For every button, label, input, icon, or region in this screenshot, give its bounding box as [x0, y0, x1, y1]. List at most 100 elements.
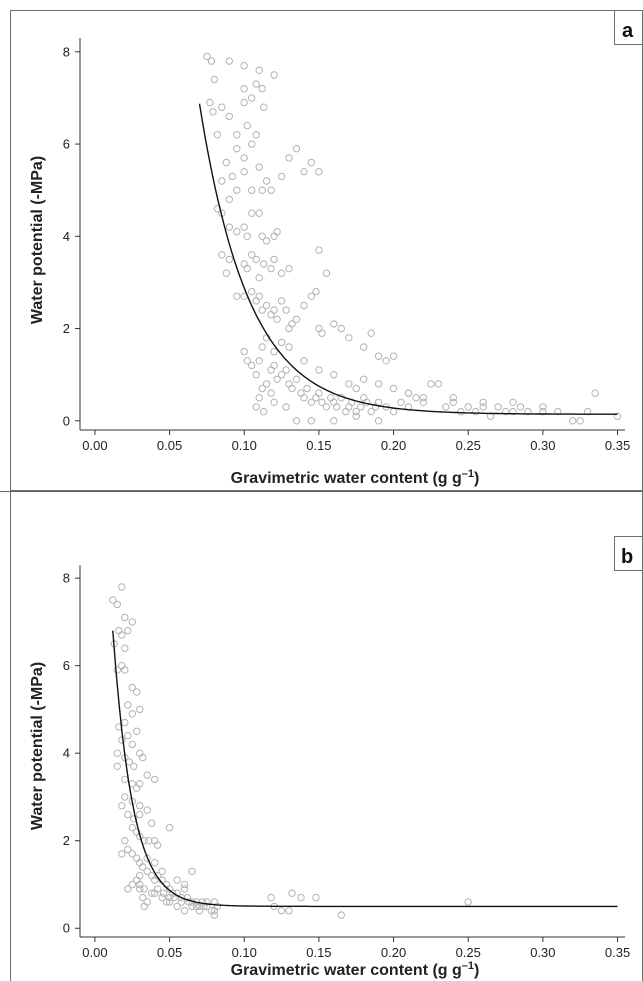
panel-b-data-point — [118, 736, 126, 744]
panel-a-data-point — [509, 407, 517, 416]
panel-a-data-point — [345, 334, 353, 342]
panel-b-data-point — [180, 907, 189, 915]
panel-a-data-point — [267, 311, 275, 319]
panel-b-data-point — [158, 867, 166, 876]
panel-a-data-point — [300, 357, 308, 365]
panel-a-data-point — [367, 407, 375, 416]
panel-a-data-point — [360, 343, 368, 351]
panel-b-data-point — [121, 793, 129, 801]
panel-b-data-point — [118, 850, 126, 858]
panel-a-data-point — [270, 347, 278, 356]
panel-a-data-point — [240, 347, 248, 356]
panel-a-data-point — [389, 352, 398, 360]
panel-a-data-point — [318, 329, 326, 337]
panel-a-data-point — [330, 417, 338, 425]
panel-a-data-point — [345, 380, 353, 388]
panel-a-data-point — [315, 389, 323, 397]
panel-b-data-point — [124, 732, 132, 740]
panel-a-data-point — [374, 417, 383, 425]
panel-a-data-point — [258, 384, 266, 393]
panel-b-ylabel: Water potential (-MPa) — [29, 662, 46, 830]
panel-a-x-tick-label: 0.20 — [381, 438, 406, 453]
panel-a-data-point — [225, 57, 234, 65]
panel-a-data-point — [225, 255, 234, 264]
panel-a-data-point — [222, 269, 231, 277]
panel-b-data-point — [140, 885, 148, 893]
panel-a-xlabel-end: ) — [474, 470, 479, 487]
panel-b-data-point — [210, 911, 219, 919]
panel-a-xlabel: Gravimetric water content (g g–1) — [231, 468, 480, 487]
panel-a-data-point — [591, 389, 599, 397]
panel-b-xlabel-sup: –1 — [462, 960, 474, 972]
panel-b-data-point — [165, 898, 174, 906]
panel-a-data-point — [479, 398, 487, 406]
panel-b-letter: b — [621, 546, 633, 568]
panel-a-fit-curve — [198, 103, 618, 415]
panel-a-data-point — [318, 398, 326, 406]
panel-a-data-point — [315, 168, 323, 176]
panel-a-data-point — [273, 375, 281, 383]
panel-a-data-point — [225, 112, 234, 121]
panel-a-data-point — [273, 315, 281, 323]
panel-a-data-point — [218, 251, 226, 259]
panel-a-data-point — [270, 255, 278, 264]
panel-b-data-point — [136, 802, 144, 810]
panel-a-data-point — [292, 315, 301, 323]
panel-a-data-point — [412, 394, 420, 402]
panel-a-data-point — [209, 108, 217, 116]
panel-a-data-point — [285, 380, 293, 388]
panel-a-data-point — [267, 366, 275, 374]
panel-b-data-point — [128, 683, 137, 692]
panel-a-data-point — [248, 186, 256, 194]
panel-a-x-tick-label: 0.15 — [306, 438, 331, 453]
panel-a-data-point — [248, 251, 256, 259]
panel-a-data-point — [277, 297, 286, 305]
panel-b-data-point — [183, 893, 192, 902]
panel-a-data-point — [277, 269, 286, 277]
panel-a-y-tick-label: 8 — [63, 44, 70, 59]
panel-a-data-point — [342, 407, 350, 416]
panel-a-data-point — [464, 403, 472, 411]
panel-a-data-point — [255, 163, 263, 171]
panel-a-data-point — [240, 154, 248, 162]
panel-a-data-point — [252, 80, 260, 88]
panel-b-data-point — [113, 666, 122, 674]
panel-a-data-point — [240, 98, 248, 107]
panel-a-data-point — [252, 403, 260, 411]
panel-a-data-point — [262, 301, 271, 310]
panel-a-data-point — [255, 394, 263, 402]
panel-a-data-point — [524, 407, 532, 416]
panel-b-data-point — [133, 727, 141, 735]
panel-a-data-point — [352, 384, 360, 393]
panel-a-data-point — [442, 403, 450, 411]
panel-a-data-point — [360, 394, 368, 402]
panel-b-data-point — [124, 885, 132, 893]
panel-b-data-point — [288, 889, 296, 897]
panel-b-data-point — [267, 893, 275, 902]
panel-b-data-point — [159, 889, 168, 897]
panel-a-data-point — [267, 264, 275, 273]
panel-a-letter: a — [622, 20, 634, 42]
panel-b-data-point — [128, 880, 137, 889]
panel-a-data-point — [240, 260, 248, 268]
panel-a-data-point — [327, 394, 335, 402]
panel-b-data-point — [143, 867, 151, 876]
panel-b-xlabel-main: Gravimetric water content (g g — [231, 962, 462, 979]
panel-a-data-point — [248, 287, 256, 296]
panel-a-data-point — [270, 398, 278, 406]
panel-b-y-tick-label: 6 — [63, 658, 70, 673]
panel-b-x-tick-label: 0.15 — [306, 945, 331, 960]
panel-b-data-point — [121, 718, 129, 727]
panel-a-data-point — [258, 343, 266, 351]
panel-b-data-point — [177, 898, 186, 906]
panel-a-data-point — [260, 103, 268, 111]
panel-b-data-point — [136, 810, 144, 819]
panel-b-data-point — [139, 753, 147, 762]
panel-a-data-point — [243, 121, 251, 130]
panel-a-data-point — [267, 389, 275, 397]
panel-b-data-point — [109, 596, 117, 604]
panel-a-data-point — [213, 131, 222, 139]
panel-b-data-point — [133, 688, 141, 696]
panel-b-x-tick-label: 0.20 — [381, 945, 406, 960]
